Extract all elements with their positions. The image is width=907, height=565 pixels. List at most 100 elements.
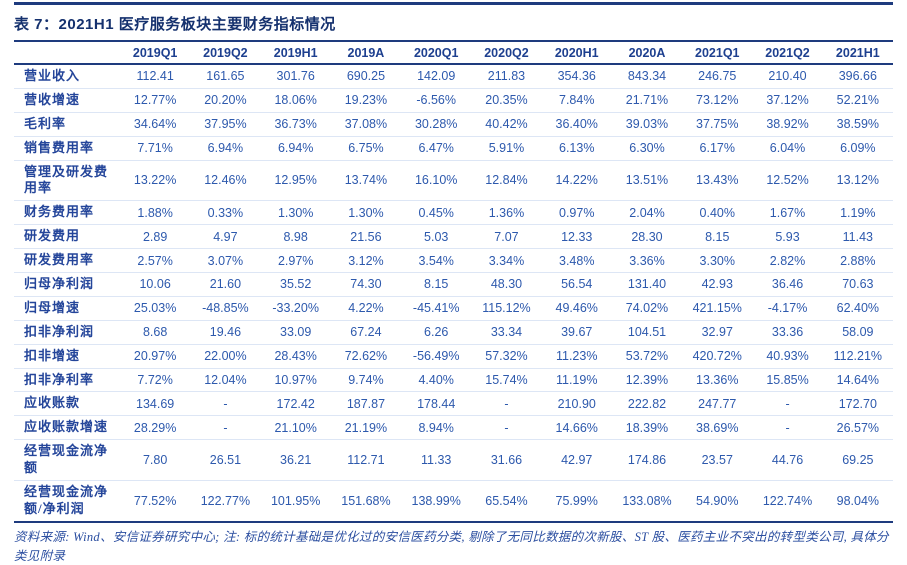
cell-value: 247.77 bbox=[682, 391, 753, 416]
cell-value: 28.30 bbox=[611, 224, 683, 249]
cell-value: 6.09% bbox=[822, 135, 893, 161]
cell-value: 7.72% bbox=[120, 367, 191, 392]
cell-value: 4.97 bbox=[190, 224, 261, 249]
cell-value: 36.73% bbox=[260, 111, 331, 137]
cell-value: 151.68% bbox=[330, 480, 402, 522]
corner-cell bbox=[14, 42, 120, 65]
top-divider bbox=[14, 2, 893, 5]
cell-value: 2.88% bbox=[822, 248, 893, 273]
cell-value: 7.07 bbox=[471, 224, 542, 249]
cell-value: 42.93 bbox=[682, 272, 753, 297]
cell-value: 115.12% bbox=[471, 295, 542, 321]
cell-value: 246.75 bbox=[698, 69, 737, 84]
cell-value: 15.85% bbox=[752, 367, 823, 392]
cell-value: 67.24 bbox=[330, 319, 402, 345]
table-row: 扣非增速 20.97% 22.00% 28.43% 72.62% -56.49% 57.32… bbox=[14, 343, 893, 369]
cell-value: -48.85% bbox=[190, 295, 261, 321]
cell-value: 30.28% bbox=[401, 111, 472, 137]
table-row: 应收账款增速 28.29% -21.10% 21.19% 8.94% -14.66% 18.… bbox=[14, 415, 893, 440]
cell-value: - bbox=[752, 391, 823, 416]
row-label: 研发费用 bbox=[14, 224, 120, 249]
cell-value: 18.39% bbox=[611, 415, 683, 440]
cell-value: 18.06% bbox=[260, 87, 331, 113]
cell-value: 11.43 bbox=[822, 224, 893, 249]
row-label: 扣非净利率 bbox=[14, 367, 120, 392]
cell-value: 4.40% bbox=[401, 367, 472, 392]
cell-value: 57.32% bbox=[471, 343, 542, 369]
cell-value: 122.74% bbox=[752, 480, 823, 522]
column-header: 2021H1 bbox=[822, 42, 893, 65]
cell-value: 6.94% bbox=[190, 135, 261, 161]
cell-value: 12.33 bbox=[541, 224, 612, 249]
cell-value: 7.84% bbox=[541, 87, 612, 113]
table-row: 管理及研发费用率 13.22% 12.46% 12.95% 13.74% 16.10% 12… bbox=[14, 159, 893, 201]
cell-value: 1.30% bbox=[260, 200, 331, 225]
table-row: 营业收入 112.41 161.65 301.76 690.25 142.09 211.83… bbox=[14, 64, 893, 88]
cell-value: 7.71% bbox=[120, 135, 191, 161]
table-row: 营收增速 12.77% 20.20% 18.06% 19.23% -6.56% 20.35%… bbox=[14, 87, 893, 113]
cell-value: 39.67 bbox=[541, 319, 612, 345]
cell-value: 12.46% bbox=[190, 159, 261, 201]
cell-value: 133.08% bbox=[611, 480, 683, 522]
row-label: 应收账款增速 bbox=[14, 415, 120, 440]
cell-value: 49.46% bbox=[541, 295, 612, 321]
cell-value: -4.17% bbox=[752, 295, 823, 321]
cell-value: 35.52 bbox=[260, 272, 331, 297]
cell-value: 36.21 bbox=[260, 439, 331, 481]
cell-value: - bbox=[471, 415, 542, 440]
cell-value: 69.25 bbox=[822, 439, 893, 481]
cell-value: 98.04% bbox=[822, 480, 893, 522]
cell-value: 112.41 bbox=[136, 69, 174, 84]
table-row: 财务费用率 1.88% 0.33% 1.30% 1.30% 0.45% 1.36% 0.97%… bbox=[14, 200, 893, 225]
cell-value: 420.72% bbox=[682, 343, 753, 369]
row-label: 扣非增速 bbox=[14, 343, 120, 369]
cell-value: 104.51 bbox=[611, 319, 683, 345]
column-header: 2020H1 bbox=[541, 42, 612, 65]
cell-value: 13.74% bbox=[330, 159, 402, 201]
cell-value: 112.71 bbox=[330, 439, 402, 481]
row-label: 扣非净利润 bbox=[14, 319, 120, 345]
cell-value: 10.97% bbox=[260, 367, 331, 392]
cell-value: 6.94% bbox=[260, 135, 331, 161]
column-header: 2019H1 bbox=[260, 42, 331, 65]
cell-value: 37.95% bbox=[190, 111, 261, 137]
cell-value: 187.87 bbox=[330, 391, 402, 416]
row-label: 归母增速 bbox=[14, 295, 120, 321]
row-label: 营业收入 bbox=[24, 68, 81, 83]
cell-value: 178.44 bbox=[401, 391, 472, 416]
cell-value: 6.30% bbox=[611, 135, 683, 161]
cell-value: 131.40 bbox=[611, 272, 683, 297]
cell-value: 42.97 bbox=[541, 439, 612, 481]
column-header: 2019Q2 bbox=[190, 42, 261, 65]
cell-value: 172.42 bbox=[260, 391, 331, 416]
cell-value: 161.65 bbox=[206, 69, 245, 84]
cell-value: 38.92% bbox=[752, 111, 823, 137]
cell-value: 36.40% bbox=[541, 111, 612, 137]
cell-value: 8.98 bbox=[260, 224, 331, 249]
row-label: 营收增速 bbox=[14, 87, 120, 113]
cell-value: 21.56 bbox=[330, 224, 402, 249]
column-header: 2020Q2 bbox=[471, 42, 542, 65]
cell-value: - bbox=[190, 415, 261, 440]
cell-value: 354.36 bbox=[557, 69, 596, 84]
cell-value: 3.54% bbox=[401, 248, 472, 273]
cell-value: 5.91% bbox=[471, 135, 542, 161]
cell-value: 690.25 bbox=[346, 69, 386, 84]
cell-value: 9.74% bbox=[330, 367, 402, 392]
cell-value: 13.12% bbox=[822, 159, 893, 201]
cell-value: 40.93% bbox=[752, 343, 823, 369]
cell-value: 74.30 bbox=[330, 272, 402, 297]
cell-value: 6.47% bbox=[401, 135, 472, 161]
row-label: 管理及研发费用率 bbox=[14, 159, 120, 201]
cell-value: 134.69 bbox=[120, 391, 191, 416]
table-title: 表 7：2021H1 医疗服务板块主要财务指标情况 bbox=[14, 16, 336, 33]
cell-value: 37.75% bbox=[682, 111, 753, 137]
cell-value: 6.13% bbox=[541, 135, 612, 161]
cell-value: 25.03% bbox=[120, 295, 191, 321]
cell-value: 1.36% bbox=[471, 200, 542, 225]
cell-value: 6.26 bbox=[401, 319, 472, 345]
cell-value: 52.21% bbox=[822, 87, 893, 113]
cell-value: 2.89 bbox=[120, 224, 191, 249]
cell-value: 13.51% bbox=[611, 159, 683, 201]
